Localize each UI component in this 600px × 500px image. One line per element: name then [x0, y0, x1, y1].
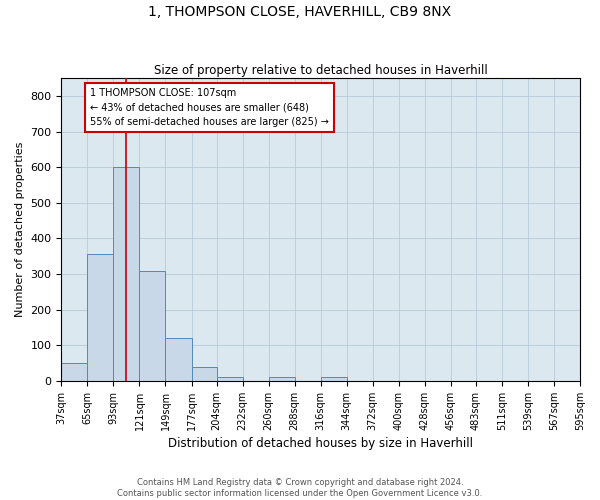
- Bar: [61, 363, 88, 381]
- Bar: [269, 378, 295, 381]
- Y-axis label: Number of detached properties: Number of detached properties: [15, 142, 25, 318]
- Title: Size of property relative to detached houses in Haverhill: Size of property relative to detached ho…: [154, 64, 488, 77]
- Bar: [113, 167, 139, 381]
- Text: 1, THOMPSON CLOSE, HAVERHILL, CB9 8NX: 1, THOMPSON CLOSE, HAVERHILL, CB9 8NX: [148, 5, 452, 19]
- Bar: [139, 270, 166, 381]
- Text: Contains HM Land Registry data © Crown copyright and database right 2024.
Contai: Contains HM Land Registry data © Crown c…: [118, 478, 482, 498]
- Bar: [88, 254, 113, 381]
- X-axis label: Distribution of detached houses by size in Haverhill: Distribution of detached houses by size …: [168, 437, 473, 450]
- Text: 1 THOMPSON CLOSE: 107sqm
← 43% of detached houses are smaller (648)
55% of semi-: 1 THOMPSON CLOSE: 107sqm ← 43% of detach…: [90, 88, 329, 127]
- Bar: [321, 378, 347, 381]
- Bar: [217, 378, 242, 381]
- Bar: [191, 366, 217, 381]
- Bar: [166, 338, 191, 381]
